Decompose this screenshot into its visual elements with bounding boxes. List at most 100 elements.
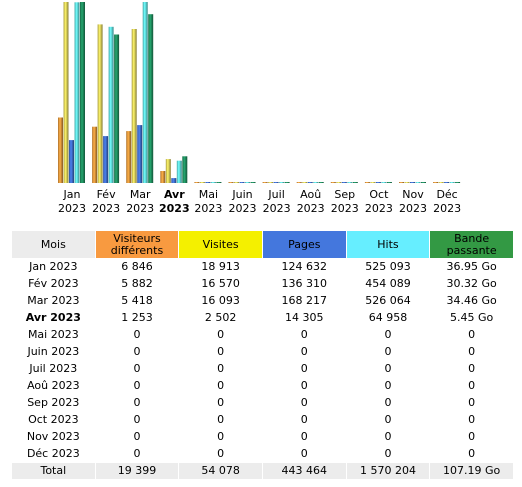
bar-juin-series-2 [239, 182, 245, 183]
bar-jan-series-0 [58, 117, 63, 183]
bar-oct-series-4 [386, 182, 392, 183]
month-cell: Oct 2023 [28, 413, 79, 426]
table-row: Nov 2023 0 0 0 0 0 [12, 429, 513, 445]
x-tick-year: 2023 [433, 202, 461, 215]
visitors-cell: 0 [133, 447, 141, 460]
month-cell: Nov 2023 [26, 430, 80, 443]
visitors-cell: 0 [133, 362, 141, 375]
bar-sep-series-0 [330, 182, 336, 183]
bar-sep-series-1 [336, 182, 342, 183]
pages-cell: 168 217 [281, 294, 328, 307]
hits-cell: 0 [384, 430, 392, 443]
bar-jan-series-1 [63, 2, 69, 183]
table-row: Oct 2023 0 0 0 0 0 [12, 412, 513, 428]
bar-nov-series-4 [421, 182, 426, 183]
visits-cell: 16 570 [201, 277, 240, 290]
bar-juin-series-3 [245, 182, 250, 183]
table-row: Fév 2023 5 882 16 570 136 310 454 089 30.32 G… [12, 276, 513, 292]
table-row: Juin 2023 0 0 0 0 0 [12, 344, 513, 360]
visits-cell: 2 502 [204, 311, 237, 324]
bar-mai-series-3 [210, 182, 216, 183]
bar-mar-series-1 [131, 29, 137, 183]
visitors-cell: 0 [133, 345, 141, 358]
x-tick-month: Jan [63, 188, 81, 201]
visits-cell: 0 [217, 345, 225, 358]
pages-cell: 136 310 [281, 277, 328, 290]
x-tick-year: 2023 [399, 202, 427, 215]
bar-juin-series-1 [234, 182, 239, 183]
visits-cell: 16 093 [201, 294, 240, 307]
hits-cell: 0 [384, 413, 392, 426]
visits-cell: 0 [217, 362, 225, 375]
month-cell: Mai 2023 [27, 328, 79, 341]
total-bandwidth-cell: 107.19 Go [430, 463, 513, 479]
bar-aoû-series-1 [302, 182, 308, 183]
header-hits: Hits [346, 231, 430, 258]
bar-fév-series-1 [97, 24, 103, 184]
visitors-cell: 5 418 [121, 294, 153, 307]
total-row: Total 19 399 54 078 443 464 1 570 204 107.19 … [12, 463, 513, 479]
month-cell: Mar 2023 [27, 294, 80, 307]
bar-oct-series-1 [370, 182, 376, 183]
visitors-cell: 0 [133, 379, 141, 392]
visitors-cell: 1 253 [121, 311, 153, 324]
total-hits-cell: 1 570 204 [346, 463, 430, 479]
table-row: Avr 2023 1 253 2 502 14 305 64 958 5.45 Go [12, 310, 513, 326]
bar-oct-series-2 [375, 182, 381, 183]
bandwidth-cell: 0 [468, 345, 476, 358]
bar-mar-series-4 [148, 14, 154, 184]
visitors-cell: 0 [133, 328, 141, 341]
bar-avr-series-0 [160, 171, 166, 183]
pages-cell: 14 305 [285, 311, 324, 324]
x-tick-year: 2023 [194, 202, 222, 215]
visitors-cell: 0 [133, 413, 141, 426]
bar-juil-series-3 [279, 182, 285, 183]
bar-sep-series-2 [341, 182, 347, 183]
hits-cell: 0 [384, 345, 392, 358]
bar-mai-series-1 [199, 182, 205, 183]
hits-cell: 0 [384, 447, 392, 460]
pages-cell: 0 [300, 362, 308, 375]
month-cell: Juil 2023 [29, 362, 78, 375]
bandwidth-cell: 0 [468, 379, 476, 392]
visits-cell: 0 [217, 379, 225, 392]
bandwidth-cell: 0 [468, 413, 476, 426]
pages-cell: 0 [300, 413, 308, 426]
bar-aoû-series-4 [318, 182, 324, 183]
bar-mai-series-0 [194, 182, 200, 183]
bar-mar-series-2 [137, 125, 143, 183]
month-cell: Juin 2023 [27, 345, 80, 358]
total-visits-cell: 54 078 [179, 463, 262, 479]
table-row: Mar 2023 5 418 16 093 168 217 526 064 34.46 G… [12, 293, 513, 309]
visits-cell: 0 [217, 328, 225, 341]
bar-jan-series-4 [80, 2, 85, 183]
bandwidth-cell: 0 [468, 396, 476, 409]
x-tick-month: Déc [436, 188, 457, 201]
bar-juil-series-4 [284, 182, 290, 183]
visits-cell: 0 [217, 413, 225, 426]
bar-avr-series-2 [171, 178, 177, 183]
table-row: Sep 2023 0 0 0 0 0 [12, 395, 513, 411]
bar-aoû-series-0 [296, 182, 302, 183]
hits-cell: 526 064 [365, 294, 411, 307]
bar-sep-series-3 [347, 182, 353, 183]
bar-aoû-series-2 [307, 182, 313, 183]
header-pages: Pages [262, 231, 346, 258]
month-cell: Sep 2023 [27, 396, 80, 409]
month-cell: Aoû 2023 [27, 379, 80, 392]
hits-cell: 64 958 [368, 311, 408, 324]
bar-fév-series-2 [103, 136, 109, 183]
hits-cell: 0 [384, 362, 392, 375]
pages-cell: 0 [300, 379, 308, 392]
bar-mar-series-3 [142, 2, 148, 183]
bar-juin-series-4 [250, 182, 256, 183]
table-row: Mai 2023 0 0 0 0 0 [12, 327, 513, 343]
bar-nov-series-3 [415, 182, 421, 183]
pages-cell: 0 [300, 345, 308, 358]
x-tick-month: Sep [334, 188, 355, 201]
x-tick-month: Aoû [300, 188, 321, 201]
x-tick-month: Avr [164, 188, 185, 201]
bar-juil-series-0 [262, 182, 268, 183]
x-tick-year: 2023 [365, 202, 393, 215]
bar-fév-series-4 [114, 34, 120, 183]
